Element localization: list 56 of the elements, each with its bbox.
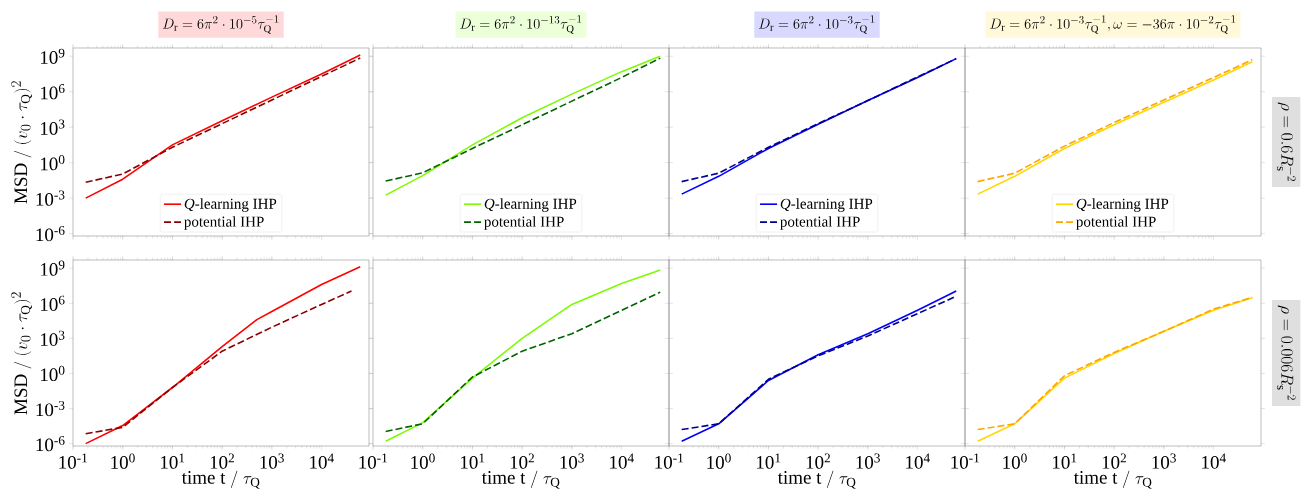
x-tick-label: 10$^{0}$ <box>1003 453 1027 469</box>
x-tick-label: 10$^{0}$ <box>111 453 135 469</box>
chart-title: $D_{\mathrm{r}} = 6\pi^2 \cdot 10^{-3}\tau_{\mathrm{Q}}^{-1}$ <box>758 15 875 34</box>
x-tick-label: 10$^{4}$ <box>610 453 634 469</box>
legend-label: potential IHP <box>1076 216 1156 230</box>
x-axis-title: $\mathrm{time\ t}\ /\ \tau_{\mathrm{Q}}$ <box>777 470 856 489</box>
legend-label: Q-learning IHP <box>484 198 577 212</box>
x-tick-label: 10$^{2}$ <box>210 453 234 469</box>
x-tick-label: 10$^{-1}$ <box>655 453 683 469</box>
x-tick-label: 10$^{-1}$ <box>359 453 387 469</box>
y-tick-label: 10$^{0}$ <box>40 155 65 171</box>
x-tick-label: 10$^{1}$ <box>161 453 185 469</box>
legend-label: potential IHP <box>780 216 860 230</box>
y-tick-label: 10$^{9}$ <box>40 260 65 276</box>
x-tick-label: 10$^{-1}$ <box>59 453 87 469</box>
x-tick-label: 10$^{3}$ <box>560 453 584 469</box>
y-axis-title: $\mathrm{MSD}\ /\ (v_0 \cdot \tau_{\mathrm{Q}})^2$ <box>11 292 33 415</box>
chart-title: $D_{\mathrm{r}} = 6\pi^2 \cdot 10^{-5}\tau_{\mathrm{Q}}^{-1}$ <box>162 15 279 34</box>
x-axis-title: $\mathrm{time\ t}\ /\ \tau_{\mathrm{Q}}$ <box>481 470 560 489</box>
x-tick-label: 10$^{2}$ <box>1102 453 1126 469</box>
legend-label: Q-learning IHP <box>184 198 277 212</box>
x-axis-title: $\mathrm{time\ t}\ /\ \tau_{\mathrm{Q}}$ <box>1073 470 1152 489</box>
y-tick-label: 10$^{3}$ <box>40 119 65 135</box>
y-tick-label: 10$^{0}$ <box>40 365 65 382</box>
y-tick-label: 10$^{9}$ <box>40 48 65 64</box>
legend-label: potential IHP <box>484 216 564 230</box>
x-tick-label: 10$^{4}$ <box>310 453 334 469</box>
x-tick-label: 10$^{0}$ <box>411 453 435 469</box>
x-tick-label: 10$^{3}$ <box>1152 453 1176 469</box>
text: $\rho = 0.006R_{\mathrm{s}}^{-2}$ <box>1276 305 1296 400</box>
y-tick-label: 10$^{-3}$ <box>36 400 65 417</box>
x-tick-label: 10$^{1}$ <box>461 453 485 469</box>
legend-label: Q-learning IHP <box>1076 198 1169 212</box>
y-tick-label: 10$^{6}$ <box>40 295 65 311</box>
x-tick-label: 10$^{3}$ <box>260 453 284 469</box>
x-tick-label: 10$^{2}$ <box>806 453 830 469</box>
y-tick-label: 10$^{6}$ <box>40 84 65 100</box>
chart-title: $D_{\mathrm{r}} = 6\pi^2 \cdot 10^{-13}\tau_{\mathrm{Q}}^{-1}$ <box>460 15 582 34</box>
x-tick-label: 10$^{1}$ <box>1053 453 1077 469</box>
legend-label: potential IHP <box>184 216 264 230</box>
y-tick-label: 10$^{-3}$ <box>36 190 65 206</box>
y-tick-label: 10$^{3}$ <box>40 330 65 346</box>
chart-title: $D_{\mathrm{r}} = 6\pi^2 \cdot 10^{-3}\tau_{\mathrm{Q}}^{-1}, \omega = -36\pi \cdot 10^{-2}\tau_{\mathrm{Q}}^{-1}$ <box>990 15 1236 34</box>
y-tick-label: 10$^{-6}$ <box>36 436 65 452</box>
x-tick-label: 10$^{1}$ <box>757 453 781 469</box>
y-axis-title: $\mathrm{MSD}\ /\ (v_0 \cdot \tau_{\mathrm{Q}})^2$ <box>11 81 33 204</box>
legend-label: Q-learning IHP <box>780 198 873 212</box>
x-tick-label: 10$^{2}$ <box>510 453 534 469</box>
x-tick-label: 10$^{0}$ <box>707 453 731 469</box>
y-tick-label: 10$^{-6}$ <box>36 226 65 242</box>
x-axis-title: $\mathrm{time\ t}\ /\ \tau_{\mathrm{Q}}$ <box>181 470 260 489</box>
x-tick-label: 10$^{4}$ <box>906 453 930 469</box>
text: $\rho = 0.6R_{\mathrm{s}}^{-2}$ <box>1276 102 1296 181</box>
x-tick-label: 10$^{4}$ <box>1202 453 1226 469</box>
x-tick-label: 10$^{3}$ <box>856 453 880 469</box>
x-tick-label: 10$^{-1}$ <box>951 453 979 469</box>
